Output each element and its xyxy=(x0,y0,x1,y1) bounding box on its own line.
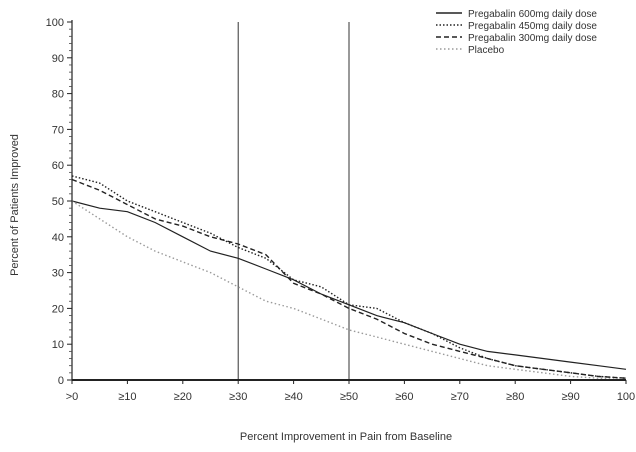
x-tick-label: ≥30 xyxy=(229,391,247,403)
reference-lines xyxy=(237,22,350,380)
x-tick-label: ≥50 xyxy=(340,391,358,403)
y-tick-label: 20 xyxy=(52,303,64,315)
x-tick-label: ≥20 xyxy=(174,391,192,403)
y-tick-label: 30 xyxy=(52,268,64,280)
x-tick-label: ≥10 xyxy=(118,391,136,403)
y-tick-label: 50 xyxy=(52,196,64,208)
x-axis-title: Percent Improvement in Pain from Baselin… xyxy=(240,431,452,443)
legend-label: Pregabalin 600mg daily dose xyxy=(468,9,597,20)
x-tick-label: ≥80 xyxy=(506,391,524,403)
x-tick-label: ≥40 xyxy=(284,391,302,403)
y-axis-ticks: 0 10 20 30 40 50 60 70 80 90 100 xyxy=(46,17,72,387)
y-tick-label: 80 xyxy=(52,89,64,101)
y-tick-label: 0 xyxy=(58,375,64,387)
y-tick-label: 60 xyxy=(52,160,64,172)
x-tick-label: ≥60 xyxy=(395,391,413,403)
x-tick-label: ≥90 xyxy=(561,391,579,403)
y-tick-label: 70 xyxy=(52,124,64,136)
legend-label: Placebo xyxy=(468,45,505,56)
y-tick-label: 10 xyxy=(52,339,64,351)
legend-label: Pregabalin 450mg daily dose xyxy=(468,21,597,32)
series-line-4 xyxy=(71,200,627,381)
x-tick-label: ≥70 xyxy=(451,391,469,403)
x-tick-label: 100 xyxy=(617,391,635,403)
y-tick-label: 100 xyxy=(46,17,64,29)
x-tick-label: >0 xyxy=(66,391,79,403)
y-axis-title: Percent of Patients Improved xyxy=(9,134,21,276)
x-axis-ticks: >0 ≥10 ≥20 ≥30 ≥40 ≥50 ≥60 ≥70 ≥80 ≥90 100 xyxy=(66,380,635,403)
legend-label: Pregabalin 300mg daily dose xyxy=(468,33,597,44)
y-tick-label: 90 xyxy=(52,53,64,65)
series-layer xyxy=(71,175,627,381)
y-tick-label: 40 xyxy=(52,232,64,244)
series-line-3 xyxy=(71,178,627,379)
